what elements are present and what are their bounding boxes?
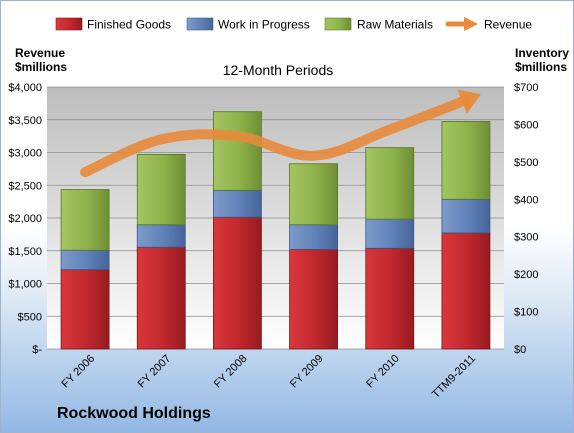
- company-name: Rockwood Holdings: [57, 405, 211, 422]
- revenue-line-layer: [80, 89, 481, 178]
- x-tick-label: TTM9-2011: [430, 353, 478, 401]
- bar-work-in-progress: [289, 224, 338, 250]
- legend-label-raw-materials: Raw Materials: [357, 18, 433, 32]
- bar-finished-goods: [289, 249, 338, 350]
- bar-raw-materials: [60, 189, 110, 251]
- y-left-title-line1: Revenue: [15, 46, 65, 60]
- y-right-tick-label: $0: [514, 344, 526, 356]
- y-left-title-line2: $millions: [15, 60, 67, 74]
- bar-series: [60, 111, 491, 350]
- legend-item-work-in-progress: Work in Progress: [186, 18, 310, 32]
- x-tick-label: FY 2006: [59, 353, 97, 391]
- y-left-tick-label: $3,000: [8, 148, 42, 160]
- y-right-tick-label: $100: [514, 307, 538, 319]
- bar-work-in-progress: [441, 198, 491, 234]
- y-right-title-line1: Inventory: [515, 46, 569, 60]
- bar-raw-materials: [136, 153, 186, 226]
- legend-item-revenue: Revenue: [445, 17, 532, 32]
- x-tick-label: FY 2007: [136, 353, 174, 391]
- bar-raw-materials: [365, 147, 415, 220]
- legend-label-work-in-progress: Work in Progress: [218, 18, 310, 32]
- x-tick-label: FY 2008: [212, 353, 250, 391]
- y-right-title-line2: $millions: [515, 60, 567, 74]
- y-left-tick-label: $2,000: [8, 213, 42, 225]
- revenue-line: [80, 95, 471, 178]
- bar-finished-goods: [213, 216, 262, 350]
- legend-item-raw-materials: Raw Materials: [324, 18, 433, 32]
- x-tick-labels: FY 2006 FY 2007 FY 2008 FY 2009 FY 2010 TTM9-…: [59, 353, 478, 401]
- y-left-tick-label: $3,500: [8, 115, 42, 127]
- legend-item-finished-goods: Finished Goods: [55, 18, 171, 32]
- bar-raw-materials: [441, 121, 491, 200]
- bar-work-in-progress: [213, 189, 262, 218]
- bar-finished-goods: [441, 232, 491, 350]
- bar-raw-materials: [213, 111, 262, 191]
- bar-work-in-progress: [60, 249, 110, 271]
- y-left-tick-label: $2,500: [8, 180, 42, 192]
- y-right-tick-label: $500: [514, 157, 538, 169]
- legend: Finished Goods Work in Progress Raw Mate…: [55, 17, 532, 32]
- gridlines: [47, 86, 504, 350]
- y-left-tick-label: $1,000: [8, 279, 42, 291]
- y-right-tick-label: $600: [514, 119, 538, 131]
- y-right-tick-labels: $0 $100 $200 $300 $400 $500 $600 $700: [514, 82, 538, 356]
- bar-raw-materials: [289, 163, 338, 226]
- y-left-tick-label: $500: [18, 311, 42, 323]
- y-left-tick-labels: $- $500 $1,000 $1,500 $2,000 $2,500 $3,000 $3,5…: [8, 82, 42, 356]
- y-right-tick-label: $400: [514, 194, 538, 206]
- legend-label-revenue: Revenue: [484, 18, 532, 32]
- revenue-arrowhead: [457, 89, 481, 114]
- legend-label-finished-goods: Finished Goods: [87, 18, 171, 32]
- y-left-tick-label: $-: [32, 344, 42, 356]
- bar-finished-goods: [60, 269, 110, 350]
- y-left-tick-label: $1,500: [8, 246, 42, 258]
- chart-title: 12-Month Periods: [223, 62, 334, 78]
- y-right-tick-label: $300: [514, 232, 538, 244]
- bar-work-in-progress: [365, 218, 415, 249]
- bar-finished-goods: [136, 246, 186, 350]
- y-right-tick-label: $200: [514, 269, 538, 281]
- y-right-tick-label: $700: [514, 82, 538, 94]
- bar-finished-goods: [365, 247, 415, 350]
- x-tick-label: FY 2009: [288, 353, 326, 391]
- x-tick-label: FY 2010: [364, 353, 402, 391]
- bar-work-in-progress: [136, 224, 186, 248]
- y-left-tick-label: $4,000: [8, 82, 42, 94]
